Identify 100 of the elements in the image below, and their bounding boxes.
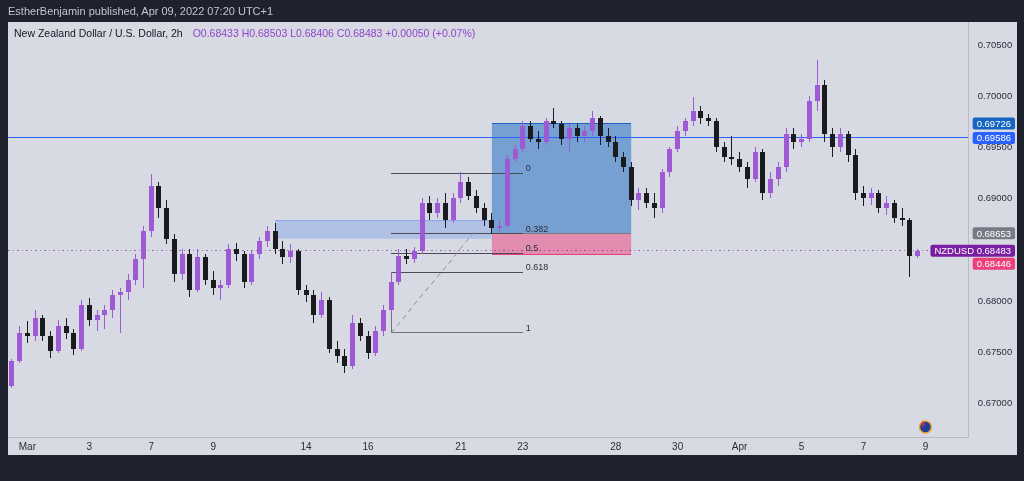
candlestick — [427, 195, 432, 221]
candlestick — [102, 304, 107, 330]
candlestick — [381, 304, 386, 337]
candlestick — [590, 110, 595, 137]
candlestick — [311, 289, 316, 324]
candlestick — [218, 279, 223, 301]
annotation: 0 — [525, 163, 531, 174]
candlestick — [273, 222, 278, 255]
candlestick — [126, 273, 131, 301]
candlestick — [366, 330, 371, 360]
x-tick-label: 7 — [148, 440, 155, 452]
candlestick — [257, 236, 262, 260]
candlestick — [722, 141, 727, 163]
y-tick-label: 0.70500 — [977, 38, 1013, 50]
text: 0.68446 — [976, 258, 1011, 270]
candlestick — [203, 253, 208, 286]
candlestick — [156, 181, 161, 219]
candlestick — [815, 59, 820, 112]
candlestick — [606, 127, 611, 148]
ref-line-label: NZDUSD 0.68483 — [934, 245, 1011, 257]
text: EstherBenjamin published, Apr 09, 2022 07:20 UTC+1 — [8, 5, 274, 17]
x-tick-label: 23 — [517, 440, 529, 452]
candlestick — [358, 317, 363, 342]
candlestick — [559, 120, 564, 146]
candlestick — [613, 135, 618, 163]
text: 0.68653 — [976, 227, 1011, 239]
candlestick — [598, 115, 603, 146]
candlestick — [698, 105, 703, 125]
x-tick-label: 7 — [860, 440, 867, 452]
candlestick — [683, 117, 688, 137]
candlestick — [95, 309, 100, 332]
candlestick — [691, 96, 696, 127]
y-tick-label: 0.68000 — [977, 294, 1013, 306]
candlestick — [319, 291, 324, 319]
candlestick — [40, 314, 45, 342]
candlestick — [675, 125, 680, 153]
candlestick — [342, 348, 347, 374]
candlestick — [335, 340, 340, 364]
candlestick — [458, 171, 463, 204]
candlestick — [482, 202, 487, 227]
x-tick-label: Mar — [18, 440, 37, 452]
candlestick — [211, 270, 216, 296]
text: O0.68433 H0.68503 L0.68406 C0.68483 +0.00050 (+0.07%) — [192, 27, 476, 39]
candlestick — [64, 317, 69, 340]
y-tick-label: 0.70000 — [977, 90, 1013, 102]
candlestick — [838, 127, 843, 153]
x-tick-label: 14 — [300, 440, 313, 452]
candlestick — [846, 130, 851, 163]
candlestick — [544, 117, 549, 146]
candlestick — [729, 135, 734, 166]
candlestick — [443, 192, 448, 229]
annotation: 0.618 — [525, 262, 549, 273]
candlestick — [667, 146, 672, 178]
x-tick-label: 9 — [922, 440, 929, 452]
candlestick — [861, 185, 866, 207]
text: 0.69726 — [976, 118, 1011, 130]
y-tick-label: 0.69000 — [977, 192, 1013, 204]
x-tick-label: 21 — [455, 440, 467, 452]
candlestick — [567, 123, 572, 153]
x-tick-label: 28 — [610, 440, 622, 452]
candlestick — [71, 328, 76, 356]
candlestick — [737, 151, 742, 173]
candlestick — [791, 127, 796, 150]
candlestick — [33, 309, 38, 342]
x-tick-label: 3 — [86, 440, 93, 452]
y-tick-label: 0.69500 — [977, 141, 1013, 153]
candlestick — [621, 151, 626, 173]
candlestick — [652, 192, 657, 219]
candlestick — [288, 243, 293, 264]
x-tick-label: 30 — [672, 440, 684, 452]
candlestick — [520, 120, 525, 153]
candlestick — [636, 187, 641, 211]
candlestick — [830, 127, 835, 158]
candlestick — [745, 161, 750, 189]
text: New Zealand Dollar / U.S. Dollar, 2h — [14, 27, 183, 39]
x-tick-label: Apr — [731, 440, 749, 452]
candlestick — [551, 107, 556, 129]
annotation: 0.5 — [525, 243, 539, 254]
candlestick — [180, 248, 185, 281]
y-tick-label: 0.67500 — [977, 345, 1013, 357]
candlestick — [48, 330, 53, 359]
candlestick — [776, 161, 781, 187]
candlestick — [280, 240, 285, 265]
annotation: 0.382 — [525, 223, 549, 234]
candlestick — [110, 289, 115, 319]
candlestick — [892, 199, 897, 224]
x-tick-label: 5 — [798, 440, 805, 452]
candlestick — [451, 192, 456, 224]
x-tick-label: 16 — [362, 440, 374, 452]
candlestick — [87, 297, 92, 327]
candlestick — [768, 171, 773, 199]
candlestick — [528, 120, 533, 143]
candlestick — [876, 189, 881, 214]
x-tick-label: 9 — [210, 440, 217, 452]
candlestick — [474, 189, 479, 214]
candlestick — [435, 197, 440, 219]
y-tick-label: 0.67000 — [977, 396, 1013, 408]
candlestick — [489, 212, 494, 235]
candlestick — [25, 321, 30, 344]
candlestick — [265, 225, 270, 248]
